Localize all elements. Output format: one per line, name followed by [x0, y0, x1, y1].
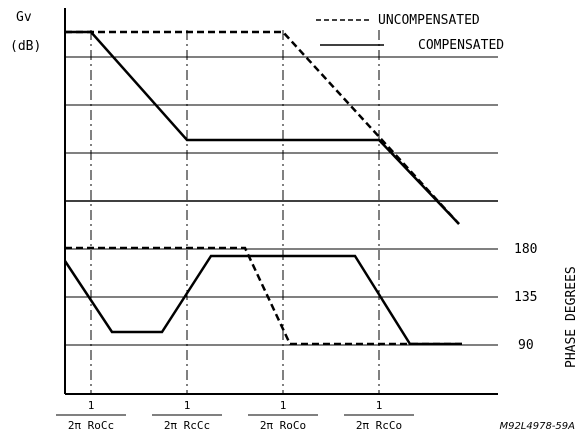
phase-tick-90: 90 [518, 338, 534, 353]
x-tick-1-num: 1 [88, 399, 95, 412]
x-tick-4-den: 2π RcCo [356, 419, 402, 432]
phase-tick-180: 180 [514, 242, 537, 257]
x-tick-4-num: 1 [376, 399, 383, 412]
phase-tick-135: 135 [514, 290, 537, 305]
figure-code: M92L4978-59A [499, 421, 575, 432]
corner-frequency-lines [90, 30, 380, 394]
gain-ylabel-line2: (dB) [10, 39, 41, 54]
phase-gridlines [65, 248, 498, 346]
x-tick-3-den: 2π RoCo [260, 419, 306, 432]
legend-label-uncompensated: UNCOMPENSATED [378, 13, 480, 28]
gain-compensated-line [65, 30, 460, 225]
legend-label-compensated: COMPENSATED [418, 38, 504, 53]
gain-ylabel-line1: Gv [16, 10, 32, 25]
x-tick-2-num: 1 [184, 399, 191, 412]
x-tick-1: 1 2π RoCc [56, 399, 126, 432]
x-tick-2: 1 2π RcCc [152, 399, 222, 432]
gain-gridlines [65, 56, 498, 202]
phase-compensated-line [63, 254, 462, 346]
x-tick-2-den: 2π RcCc [164, 419, 210, 432]
phase-ylabel: PHASE DEGREES [564, 266, 579, 368]
legend: UNCOMPENSATED COMPENSATED [316, 13, 504, 53]
x-tick-3-num: 1 [280, 399, 287, 412]
gain-uncompensated-line [65, 30, 460, 225]
phase-uncompensated-line [65, 246, 462, 346]
x-tick-3: 1 2π RoCo [248, 399, 318, 432]
x-tick-1-den: 2π RoCc [68, 419, 114, 432]
x-tick-4: 1 2π RcCo [344, 399, 414, 432]
